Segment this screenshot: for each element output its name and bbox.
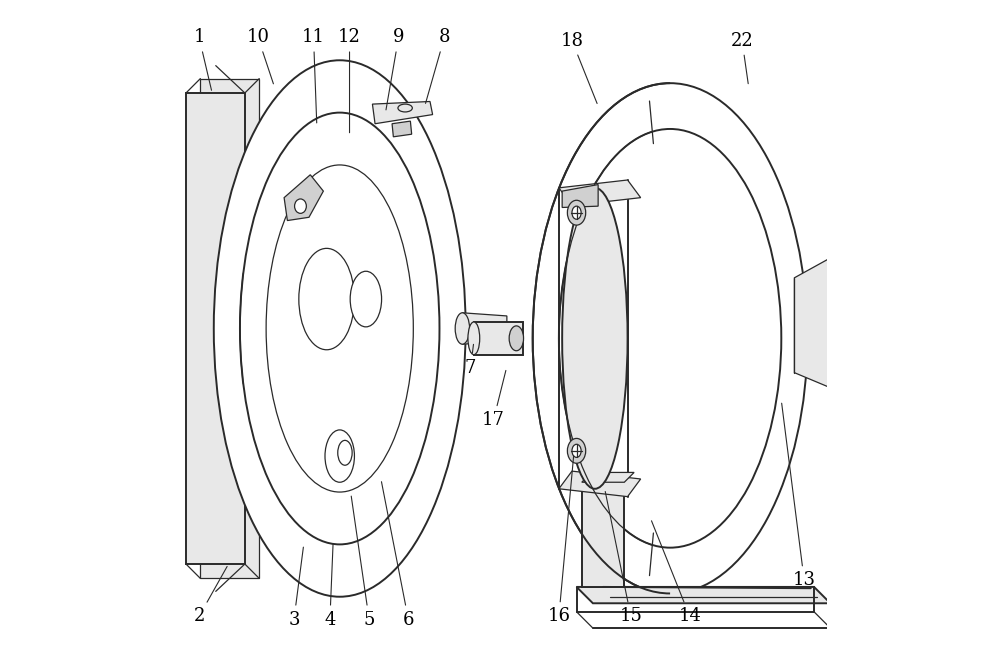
Ellipse shape [295, 199, 306, 214]
Ellipse shape [398, 104, 412, 112]
Ellipse shape [455, 313, 470, 344]
Polygon shape [462, 313, 507, 344]
Ellipse shape [299, 248, 354, 350]
Ellipse shape [214, 60, 466, 597]
Text: 14: 14 [652, 521, 701, 625]
Ellipse shape [572, 206, 581, 219]
Text: 2: 2 [193, 566, 227, 625]
Text: 15: 15 [605, 491, 642, 625]
Text: 16: 16 [547, 455, 574, 625]
Text: 7: 7 [465, 344, 476, 376]
Ellipse shape [325, 430, 354, 482]
Text: 10: 10 [246, 28, 273, 84]
Text: 5: 5 [351, 496, 375, 629]
Text: 9: 9 [386, 28, 404, 110]
Polygon shape [582, 482, 624, 587]
Text: 4: 4 [324, 544, 336, 629]
Polygon shape [392, 121, 412, 137]
Text: 18: 18 [560, 32, 597, 104]
Ellipse shape [266, 165, 413, 492]
Polygon shape [559, 471, 641, 497]
Polygon shape [284, 175, 323, 221]
Ellipse shape [533, 83, 807, 593]
Text: 6: 6 [381, 482, 414, 629]
Ellipse shape [572, 444, 581, 457]
Ellipse shape [240, 112, 439, 545]
Polygon shape [582, 472, 634, 482]
Text: 17: 17 [482, 371, 506, 429]
Ellipse shape [559, 129, 781, 548]
Ellipse shape [350, 271, 382, 327]
Ellipse shape [567, 438, 586, 463]
Polygon shape [200, 79, 259, 578]
Polygon shape [186, 93, 245, 564]
Text: 8: 8 [426, 28, 450, 103]
Ellipse shape [468, 322, 480, 355]
Polygon shape [474, 322, 523, 355]
Ellipse shape [509, 326, 524, 351]
Ellipse shape [562, 188, 628, 489]
Text: 12: 12 [338, 28, 361, 133]
Polygon shape [559, 180, 641, 206]
Polygon shape [794, 259, 843, 387]
Text: 1: 1 [193, 28, 212, 90]
Ellipse shape [338, 440, 352, 465]
Text: 11: 11 [302, 28, 325, 123]
Polygon shape [372, 101, 433, 124]
Text: 13: 13 [782, 403, 816, 589]
Polygon shape [562, 185, 598, 208]
Polygon shape [577, 587, 830, 603]
Text: 3: 3 [288, 547, 303, 629]
Text: 22: 22 [731, 32, 753, 83]
Ellipse shape [567, 200, 586, 225]
